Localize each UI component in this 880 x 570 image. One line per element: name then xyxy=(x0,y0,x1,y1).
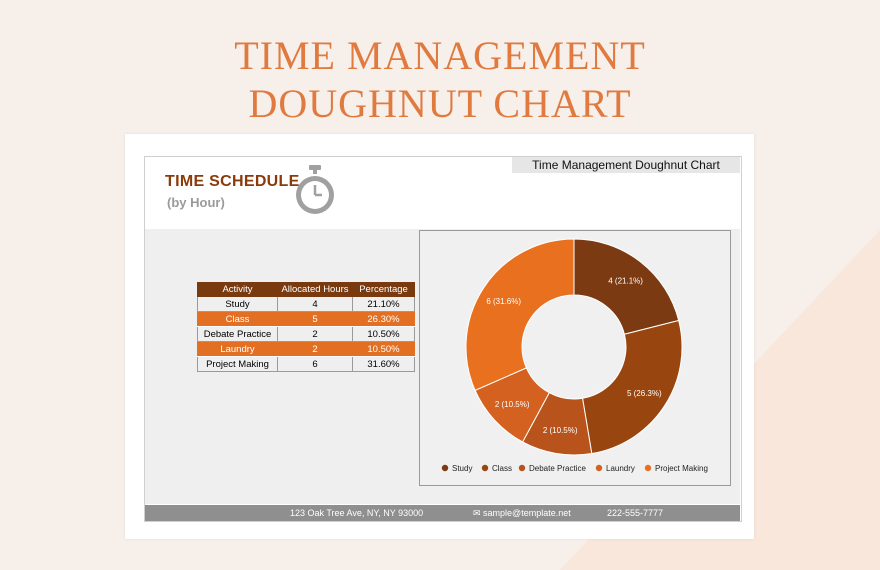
col-header-hours: Allocated Hours xyxy=(277,282,353,297)
page-headline-line1: TIME MANAGEMENT xyxy=(234,33,646,78)
col-header-activity: Activity xyxy=(197,282,278,297)
schedule-table: Activity Allocated Hours Percentage Stud… xyxy=(197,282,415,372)
doughnut-slice-project-making[interactable] xyxy=(465,238,575,392)
footer-address: 123 Oak Tree Ave, NY, NY 93000 xyxy=(290,508,424,518)
data-label: 6 (31.6%) xyxy=(486,297,521,306)
cell-percentage[interactable]: 10.50% xyxy=(352,326,415,342)
table-row: Study 4 21.10% xyxy=(197,296,415,312)
cell-percentage[interactable]: 21.10% xyxy=(352,296,415,312)
footer-bar: 123 Oak Tree Ave, NY, NY 93000 ✉ sample@… xyxy=(145,505,740,521)
legend-marker xyxy=(441,464,449,472)
table-row: Debate Practice 2 10.50% xyxy=(197,326,415,342)
cell-percentage[interactable]: 31.60% xyxy=(352,356,415,372)
doughnut-slice-class[interactable] xyxy=(581,319,683,455)
cell-activity[interactable]: Laundry xyxy=(197,341,278,357)
schedule-subtitle: (by Hour) xyxy=(167,195,225,210)
cell-activity[interactable]: Project Making xyxy=(197,356,278,372)
table-row: Project Making 6 31.60% xyxy=(197,356,415,372)
legend-label: Study xyxy=(452,464,472,473)
footer-phone: 222-555-7777 xyxy=(607,508,664,518)
table-row: Class 5 26.30% xyxy=(197,311,415,327)
stopwatch-icon xyxy=(296,165,334,214)
cell-percentage[interactable]: 26.30% xyxy=(352,311,415,327)
cell-hours[interactable]: 6 xyxy=(277,356,353,372)
chart-title-bar: Time Management Doughnut Chart xyxy=(512,157,740,173)
cell-activity[interactable]: Debate Practice xyxy=(197,326,278,342)
table-row: Laundry 2 10.50% xyxy=(197,341,415,357)
data-label: 4 (21.1%) xyxy=(608,277,643,286)
data-label: 2 (10.5%) xyxy=(543,426,578,435)
cell-hours[interactable]: 5 xyxy=(277,311,353,327)
legend-label: Class xyxy=(492,464,512,473)
legend-label: Debate Practice xyxy=(529,464,586,473)
cell-hours[interactable]: 4 xyxy=(277,296,353,312)
footer-email[interactable]: ✉ sample@template.net xyxy=(473,508,571,518)
legend-marker xyxy=(595,464,603,472)
doughnut-slice-study[interactable] xyxy=(573,238,680,335)
legend-marker xyxy=(481,464,489,472)
schedule-title: TIME SCHEDULE xyxy=(165,173,300,190)
cell-percentage[interactable]: 10.50% xyxy=(352,341,415,357)
table-header-row: Activity Allocated Hours Percentage xyxy=(197,282,415,297)
legend-label: Project Making xyxy=(655,464,708,473)
cell-hours[interactable]: 2 xyxy=(277,341,353,357)
cell-hours[interactable]: 2 xyxy=(277,326,353,342)
data-label: 2 (10.5%) xyxy=(495,400,530,409)
page-headline-line2: DOUGHNUT CHART xyxy=(248,81,632,126)
legend-marker xyxy=(644,464,652,472)
legend-label: Laundry xyxy=(606,464,635,473)
cell-activity[interactable]: Study xyxy=(197,296,278,312)
doughnut-chart: 4 (21.1%) 5 (26.3%) 2 (10.5%) 2 (10.5%) 6 (3… xyxy=(441,238,708,473)
cell-activity[interactable]: Class xyxy=(197,311,278,327)
col-header-percentage: Percentage xyxy=(352,282,415,297)
data-label: 5 (26.3%) xyxy=(627,389,662,398)
legend-marker xyxy=(518,464,526,472)
